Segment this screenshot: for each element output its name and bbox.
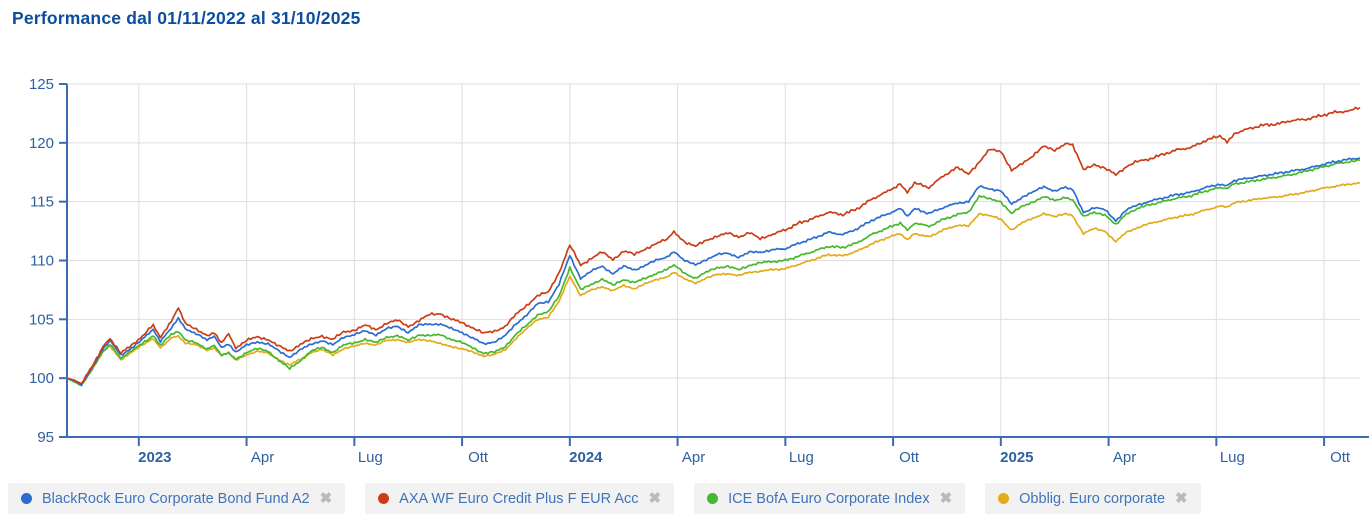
x-tick-label: 2025	[1000, 449, 1033, 466]
series-line-3	[66, 181, 1361, 387]
legend: BlackRock Euro Corporate Bond Fund A2 ✖ …	[8, 483, 1201, 514]
y-tick-label: 110	[30, 253, 54, 270]
x-tick-label: Lug	[1220, 449, 1245, 466]
y-tick-label: 125	[29, 76, 54, 93]
series-name-label: Obblig. Euro corporate	[1019, 490, 1166, 507]
series-color-dot	[998, 493, 1010, 504]
series-line-0	[66, 157, 1361, 387]
x-tick-label: Lug	[358, 449, 383, 466]
legend-item: AXA WF Euro Credit Plus F EUR Acc ✖	[365, 483, 675, 514]
y-tick-label: 120	[29, 135, 54, 152]
y-tick-label: 100	[29, 370, 54, 387]
remove-series-icon[interactable]: ✖	[939, 490, 953, 507]
chart-title: Performance dal 01/11/2022 al 31/10/2025	[12, 8, 361, 28]
series-name-label: BlackRock Euro Corporate Bond Fund A2	[42, 490, 310, 507]
series-color-dot	[21, 493, 32, 504]
legend-item: ICE BofA Euro Corporate Index ✖	[694, 483, 966, 514]
series-name-label: ICE BofA Euro Corporate Index	[728, 490, 930, 507]
chart-plot-area: 95 100 105 110 115 120 125 2023 Apr Lug Ott 2024 Apr…	[29, 76, 1369, 466]
remove-series-icon[interactable]: ✖	[1175, 490, 1188, 507]
x-tick-label: Apr	[251, 449, 274, 466]
series-color-dot	[707, 493, 719, 504]
series-line-1	[66, 106, 1361, 385]
x-tick-label: Ott	[899, 449, 920, 466]
x-tick-label: Apr	[682, 449, 705, 466]
x-tick-label: Apr	[1113, 449, 1136, 466]
x-tick-label: Ott	[468, 449, 489, 466]
legend-item: Obblig. Euro corporate ✖	[985, 483, 1201, 514]
remove-series-icon[interactable]: ✖	[648, 490, 662, 507]
performance-chart: 95 100 105 110 115 120 125 2023 Apr Lug Ott 2024 Apr…	[0, 40, 1369, 480]
x-tick-label: 2023	[138, 449, 171, 466]
remove-series-icon[interactable]: ✖	[319, 490, 333, 507]
x-tick-label: 2024	[569, 449, 603, 466]
y-tick-label: 105	[29, 311, 54, 328]
series-name-label: AXA WF Euro Credit Plus F EUR Acc	[399, 490, 639, 507]
x-tick-label: Ott	[1330, 449, 1351, 466]
x-tick-label: Lug	[789, 449, 814, 466]
y-tick-label: 95	[37, 429, 54, 446]
legend-item: BlackRock Euro Corporate Bond Fund A2 ✖	[8, 483, 346, 514]
y-tick-label: 115	[30, 194, 54, 211]
series-color-dot	[378, 493, 390, 504]
series-line-2	[66, 158, 1361, 386]
